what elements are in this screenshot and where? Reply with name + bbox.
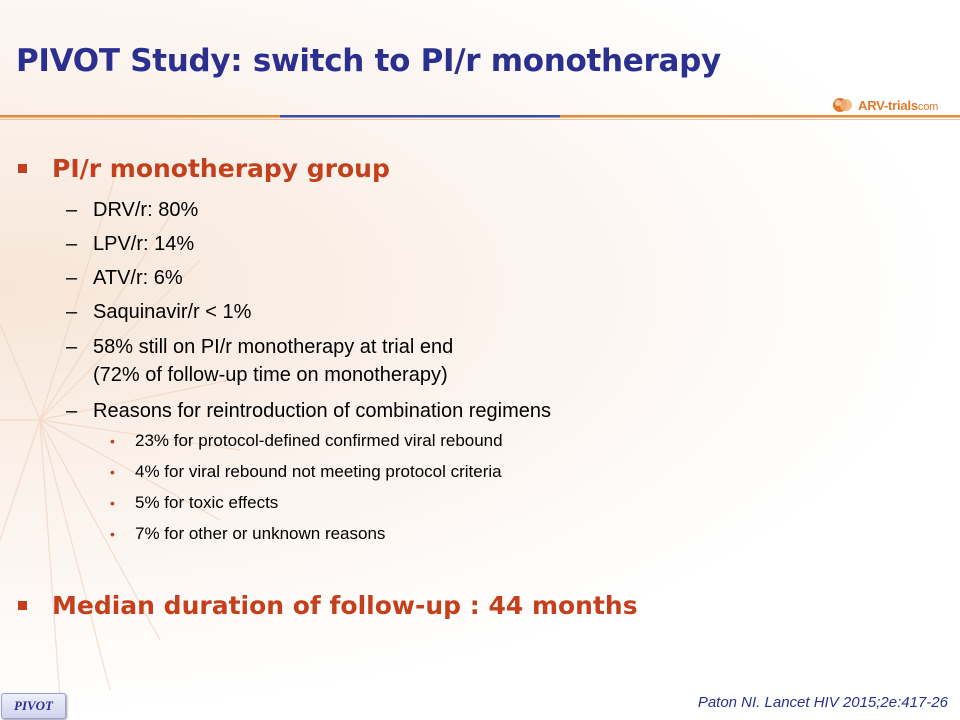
title-divider bbox=[0, 115, 960, 120]
sub-list-item: • 4% for viral rebound not meeting proto… bbox=[110, 462, 502, 481]
square-bullet-icon bbox=[18, 164, 27, 173]
list-item: – Reasons for reintroduction of combinat… bbox=[66, 397, 551, 425]
sub-list-item: • 23% for protocol-defined confirmed vir… bbox=[110, 431, 503, 450]
dash-bullet-icon: – bbox=[66, 199, 78, 221]
list-item: – LPV/r: 14% bbox=[66, 230, 194, 258]
arv-trials-logo: ARV-trialscom bbox=[830, 92, 938, 118]
dash-bullet-icon: – bbox=[66, 336, 78, 358]
dash-bullet-icon: – bbox=[66, 301, 78, 323]
citation: Paton NI. Lancet HIV 2015;2e:417-26 bbox=[697, 694, 948, 711]
dot-bullet-icon: • bbox=[110, 495, 115, 511]
list-item: – 58% still on PI/r monotherapy at trial… bbox=[66, 333, 453, 389]
dash-bullet-icon: – bbox=[66, 267, 78, 289]
list-item: – ATV/r: 6% bbox=[66, 264, 183, 292]
logo-swirl-icon bbox=[830, 94, 856, 116]
bullet-median-follow-up: Median duration of follow-up : 44 months bbox=[18, 591, 638, 620]
dot-bullet-icon: • bbox=[110, 526, 115, 542]
list-item: – Saquinavir/r < 1% bbox=[66, 298, 251, 326]
dash-bullet-icon: – bbox=[66, 400, 78, 422]
dash-bullet-icon: – bbox=[66, 233, 78, 255]
logo-text: ARV-trialscom bbox=[858, 97, 939, 113]
slide-title: PIVOT Study: switch to PI/r monotherapy bbox=[16, 43, 721, 79]
dot-bullet-icon: • bbox=[110, 464, 115, 480]
dot-bullet-icon: • bbox=[110, 433, 115, 449]
list-item: – DRV/r: 80% bbox=[66, 196, 198, 224]
bullet-monotherapy-group: PI/r monotherapy group bbox=[18, 154, 390, 183]
square-bullet-icon bbox=[18, 601, 27, 610]
sub-list-item: • 7% for other or unknown reasons bbox=[110, 524, 386, 543]
sub-list-item: • 5% for toxic effects bbox=[110, 493, 279, 512]
pivot-study-badge: PIVOT bbox=[1, 693, 66, 719]
